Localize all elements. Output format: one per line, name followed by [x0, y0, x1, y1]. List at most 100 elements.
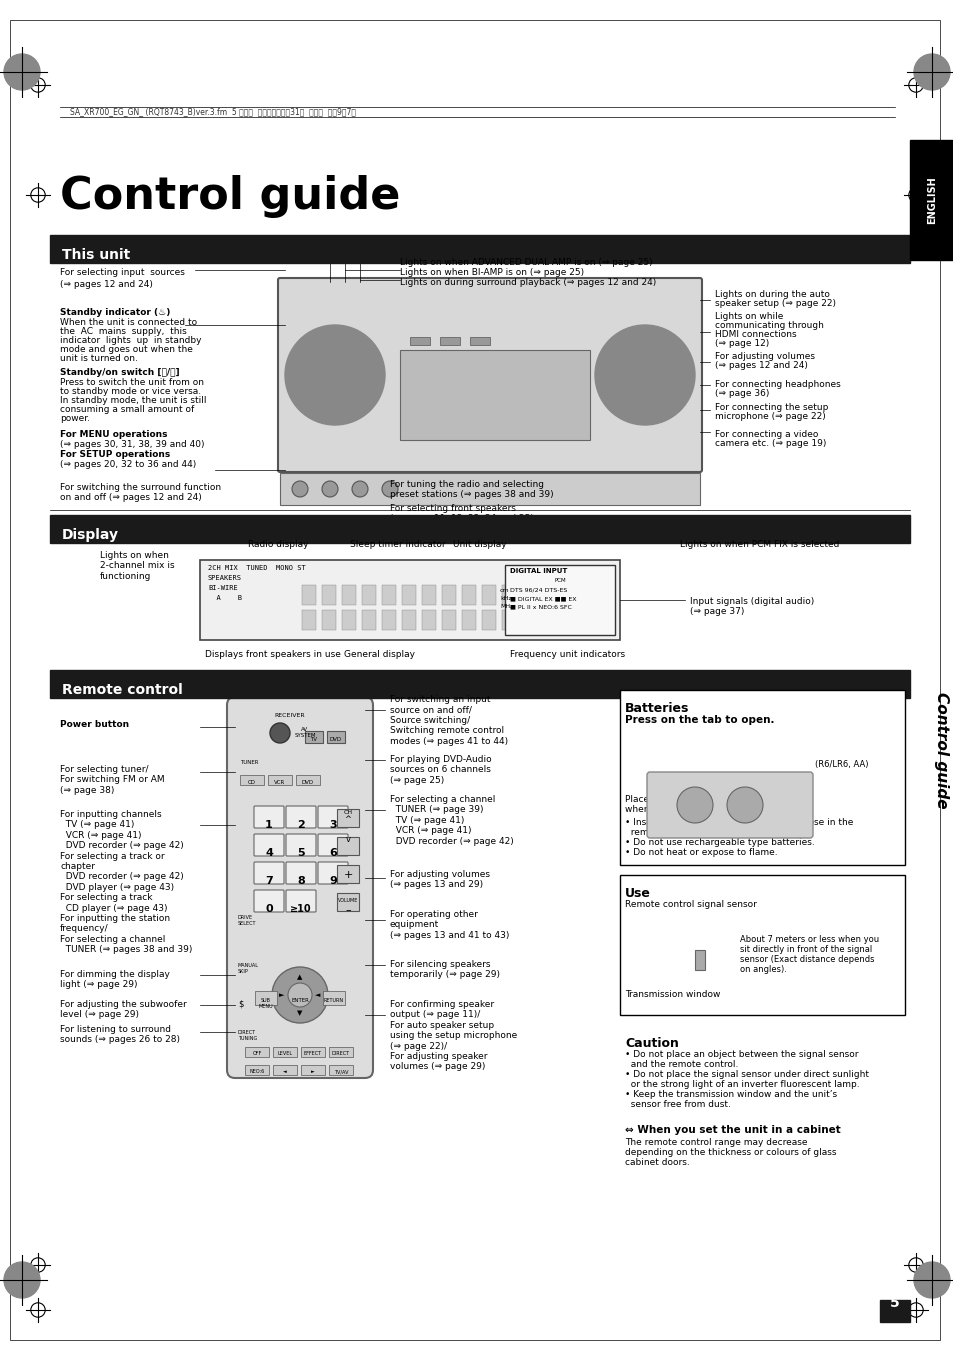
Text: ◄: ◄	[315, 992, 320, 998]
Text: For confirming speaker
output (⇒ page 11)/
For auto speaker setup
using the setu: For confirming speaker output (⇒ page 11…	[390, 1000, 517, 1071]
Text: For operating other
equipment
(⇒ pages 13 and 41 to 43): For operating other equipment (⇒ pages 1…	[390, 911, 509, 940]
Bar	[336, 838, 358, 855]
Text: 7: 7	[265, 875, 273, 886]
Bar	[401, 611, 416, 630]
Bar	[336, 865, 358, 884]
Text: Lights on when
2-channel mix is
functioning: Lights on when 2-channel mix is function…	[100, 551, 174, 581]
Text: Place this side in before the other side: Place this side in before the other side	[624, 794, 800, 804]
Text: cabinet doors.: cabinet doors.	[624, 1158, 689, 1167]
FancyBboxPatch shape	[286, 890, 315, 912]
Bar	[439, 336, 459, 345]
Bar	[295, 775, 319, 785]
Text: Input signals (digital audio)
(⇒ page 37): Input signals (digital audio) (⇒ page 37…	[689, 597, 814, 616]
Bar	[561, 585, 576, 605]
Bar	[695, 950, 704, 970]
Text: kHz: kHz	[499, 596, 511, 601]
Text: sensor (Exact distance depends: sensor (Exact distance depends	[740, 955, 874, 965]
Text: For listening to surround
sounds (⇒ pages 26 to 28): For listening to surround sounds (⇒ page…	[60, 1025, 180, 1044]
Text: 5: 5	[297, 848, 305, 858]
Text: Lights on during the auto: Lights on during the auto	[714, 290, 829, 299]
Text: For switching the surround function: For switching the surround function	[60, 484, 221, 492]
Text: Lights on when ADVANCED DUAL AMP is on (⇒ page 25): Lights on when ADVANCED DUAL AMP is on (…	[399, 258, 652, 267]
Text: When the unit is connected to: When the unit is connected to	[60, 317, 197, 327]
FancyBboxPatch shape	[317, 834, 348, 857]
Bar	[327, 731, 345, 743]
Circle shape	[272, 967, 328, 1023]
Bar	[421, 585, 436, 605]
Bar	[381, 585, 395, 605]
Text: For connecting a video: For connecting a video	[714, 430, 818, 439]
Text: mode and goes out when the: mode and goes out when the	[60, 345, 193, 354]
Text: SA_XR700_EG_GN_ (RQT8743_B)ver.3.fm  5 ページ  ２００６年８月31日  木曜日  午前9晌7分: SA_XR700_EG_GN_ (RQT8743_B)ver.3.fm 5 ペー…	[70, 108, 355, 116]
Text: For detecting speakers: For detecting speakers	[390, 524, 493, 534]
Text: For connecting the setup: For connecting the setup	[714, 403, 827, 412]
Text: • Do not place the signal sensor under direct sunlight: • Do not place the signal sensor under d…	[624, 1070, 868, 1079]
Text: (⇒ page 12): (⇒ page 12)	[714, 339, 768, 349]
Text: Standby indicator (♨): Standby indicator (♨)	[60, 308, 171, 317]
Text: Lights on during surround playback (⇒ pages 12 and 24): Lights on during surround playback (⇒ pa…	[399, 278, 656, 286]
Text: ◄: ◄	[283, 1069, 287, 1074]
Text: microphone (⇒ page 22): microphone (⇒ page 22)	[714, 412, 825, 422]
Text: For SETUP operations: For SETUP operations	[60, 450, 170, 459]
Text: Unit display: Unit display	[453, 540, 506, 549]
Text: For connecting headphones: For connecting headphones	[714, 380, 840, 389]
Bar	[361, 611, 375, 630]
Bar	[273, 1047, 296, 1056]
Bar	[619, 690, 904, 865]
Text: Batteries: Batteries	[624, 703, 689, 715]
Bar	[461, 585, 476, 605]
Text: when you close.: when you close.	[624, 805, 698, 815]
FancyBboxPatch shape	[286, 834, 315, 857]
Text: speaker setup (⇒ page 22): speaker setup (⇒ page 22)	[714, 299, 835, 308]
Text: ENTER: ENTER	[291, 998, 309, 1002]
Text: preset stations (⇒ pages 38 and 39): preset stations (⇒ pages 38 and 39)	[390, 490, 553, 499]
Text: For tuning the radio and selecting: For tuning the radio and selecting	[390, 480, 543, 489]
Circle shape	[322, 481, 337, 497]
Bar	[399, 350, 589, 440]
Text: Caution: Caution	[624, 1038, 679, 1050]
Text: Transmission window: Transmission window	[624, 990, 720, 998]
Text: (R6/LR6, AA): (R6/LR6, AA)	[814, 761, 867, 769]
Text: (⇒ pages 30, 31, 38, 39 and 40): (⇒ pages 30, 31, 38, 39 and 40)	[60, 440, 204, 449]
Text: For selecting input  sources: For selecting input sources	[60, 267, 185, 277]
Text: v: v	[345, 835, 350, 844]
Bar	[254, 992, 276, 1005]
Text: the  AC  mains  supply,  this: the AC mains supply, this	[60, 327, 187, 336]
Text: CH: CH	[343, 811, 353, 815]
Bar	[461, 611, 476, 630]
Text: to standby mode or vice versa.: to standby mode or vice versa.	[60, 386, 201, 396]
Text: Lights on when PCM FIX is selected: Lights on when PCM FIX is selected	[679, 540, 839, 549]
Bar	[401, 585, 416, 605]
Bar	[470, 336, 490, 345]
Text: ▲: ▲	[297, 974, 302, 979]
Text: For selecting front speakers: For selecting front speakers	[390, 504, 516, 513]
Text: remote control.: remote control.	[624, 828, 700, 838]
Text: Use: Use	[624, 888, 650, 900]
Text: VOLUME: VOLUME	[337, 898, 357, 902]
Text: ENGLISH: ENGLISH	[926, 176, 936, 224]
Text: DIGITAL INPUT: DIGITAL INPUT	[510, 567, 567, 574]
Text: Frequency unit indicators: Frequency unit indicators	[510, 650, 624, 659]
Text: DRIVE
SELECT: DRIVE SELECT	[237, 915, 256, 925]
Bar	[541, 611, 556, 630]
Text: For dimming the display
light (⇒ page 29): For dimming the display light (⇒ page 29…	[60, 970, 170, 989]
Bar	[481, 585, 496, 605]
Bar	[619, 1025, 904, 1115]
Text: • Do not place an object between the signal sensor: • Do not place an object between the sig…	[624, 1050, 858, 1059]
Text: or the strong light of an inverter fluorescent lamp.: or the strong light of an inverter fluor…	[624, 1079, 859, 1089]
FancyBboxPatch shape	[253, 807, 284, 828]
FancyBboxPatch shape	[253, 862, 284, 884]
Circle shape	[913, 1262, 949, 1298]
Text: automatically (⇒ page 10): automatically (⇒ page 10)	[390, 534, 509, 543]
Text: 9: 9	[329, 875, 336, 886]
Circle shape	[381, 481, 397, 497]
Text: SUB
MENU: SUB MENU	[258, 998, 273, 1009]
Text: For switching an input
source on and off/
Source switching/
Switching remote con: For switching an input source on and off…	[390, 694, 508, 746]
Text: MANUAL
SKIP: MANUAL SKIP	[237, 963, 258, 974]
Text: RETURN: RETURN	[324, 998, 344, 1002]
Text: 6: 6	[329, 848, 336, 858]
Text: Remote control signal sensor: Remote control signal sensor	[624, 900, 756, 909]
Text: NEO:6: NEO:6	[249, 1069, 264, 1074]
Text: 5: 5	[889, 1296, 899, 1310]
Bar	[336, 893, 358, 911]
